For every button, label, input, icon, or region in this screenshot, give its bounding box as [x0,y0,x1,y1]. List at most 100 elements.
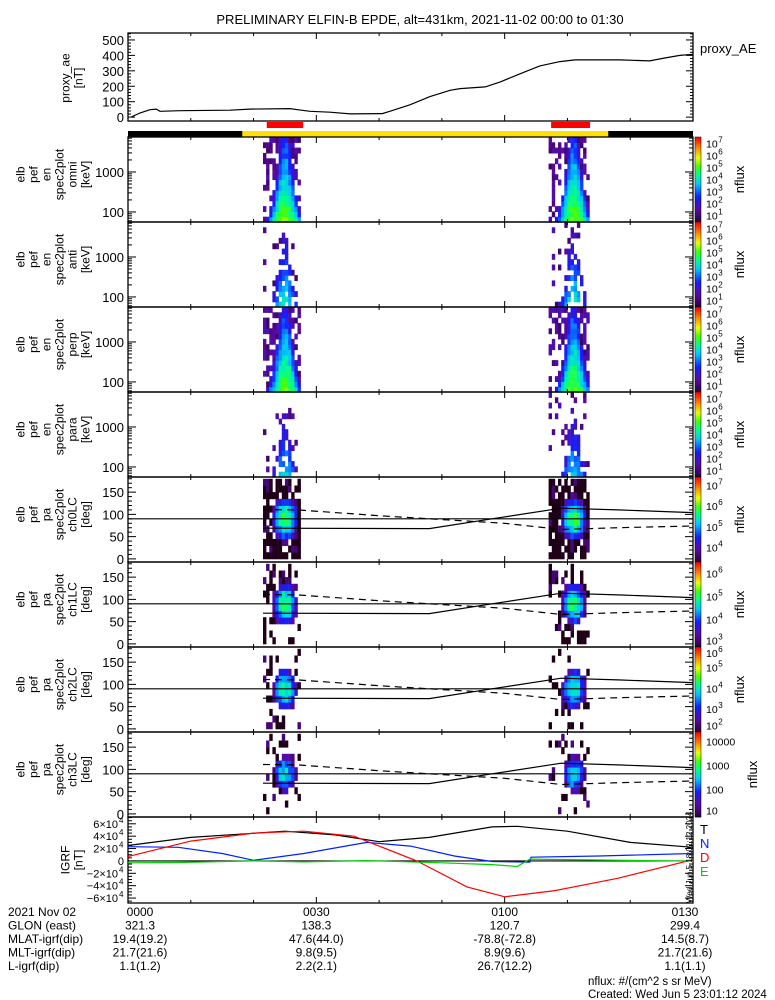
spectrogram-cell [294,439,298,446]
units-note: nflux: #/(cm^2 s sr MeV) [588,976,712,988]
spectrogram-cell [573,439,578,446]
pitch-angle-cell [567,682,571,690]
spectrogram-cell [266,179,270,186]
pa-panel-ch1LC-colorbar-cell [695,570,701,574]
pa-panel-ch3LC-colorbar-cell [695,734,701,737]
spectrogram-cell [275,280,279,287]
colorbar-tick-label: 10 [706,284,718,296]
pa-panel-ch0LC-colorbar-cell [695,477,701,480]
pa-panel-ch2LC-colorbar-cell [695,655,701,659]
pitch-angle-cell [269,695,273,703]
pitch-angle-cell [570,563,574,571]
spectrogram-cell [548,312,552,319]
spectrogram-cell [288,211,292,218]
energy-y-tick-label: 1000 [95,335,124,350]
energy-panel-omni-colorbar-cell [695,145,701,149]
pitch-angle-cell [284,478,289,486]
spectrogram-cell [281,461,286,467]
spectrogram-cell [570,333,574,340]
pa-panel-ch2LC-colorbar-cell [695,727,701,731]
spectrogram-cell [288,376,292,382]
pa-panel-ch3LC-colorbar-cell [695,744,701,748]
pitch-angle-cell [583,485,587,493]
spectrogram-cell [284,285,289,292]
spectrogram-cell [284,248,289,255]
spectrogram-cell [586,216,590,223]
pitch-angle-cell [561,747,565,755]
pa-panel-ch0LC-colorbar-cell [695,540,701,544]
pitch-angle-cell [567,505,571,513]
pitch-angle-cell [570,722,574,730]
pitch-angle-cell [554,532,559,540]
spectrogram-cell [278,338,283,345]
spectrogram-cell [573,349,578,356]
spectrogram-cell [281,152,286,159]
energy-panel-omni-colorbar-cell [695,168,701,172]
spectrogram-cell [278,152,283,159]
spectrogram-cell [288,466,292,473]
pitch-angle-cell [586,702,590,710]
spectrogram-cell [288,158,292,165]
spectrogram-cell [263,259,267,266]
pa-panel-ch1LC-colorbar-cell [695,568,701,571]
colorbar-tick-label: 10 [706,175,718,187]
spectrogram-cell [263,227,267,234]
pa-panel-ch2LC-colorbar-cell [695,691,701,695]
pitch-angle-cell [570,498,574,506]
pitch-angle-cell [570,610,574,618]
pitch-angle-cell [266,597,270,605]
spectrogram-cell [564,360,568,366]
energy-panel-anti-colorbar-cell [695,275,701,278]
spectrogram-cell [263,152,267,159]
spectrogram-cell [288,280,292,287]
spectrogram-cell [284,190,289,196]
pitch-angle-cell [564,570,568,578]
spectrogram-cell [278,317,283,324]
ephemeris-value: 0100 [491,905,518,919]
spectrogram-cell [576,386,581,393]
spectrogram-cell [554,301,559,308]
pitch-angle-cell [288,603,292,611]
pitch-angle-cell [291,637,295,645]
pitch-angle-cell [583,610,587,618]
pa-panel-ch0LC-colorbar-cell [695,553,701,557]
spectrogram-cell [580,354,584,361]
pitch-angle-cell [288,675,292,683]
pa-panel-ch0LC-colorbar-cell [695,536,701,540]
spectrogram-cell [275,147,279,154]
spectrogram-cell [567,322,571,329]
spectrogram-cell [570,450,574,457]
colorbar-tick-label: 10 [706,430,718,442]
pitch-angle-cell [275,722,279,730]
spectrogram-cell [278,376,283,382]
spectrogram-cell [564,307,568,313]
spectrogram-cell [564,152,568,159]
pa-panel-ch2LC-colorbar-cell [695,668,701,671]
pitch-angle-cell [570,688,574,696]
pa-panel-ch2LC-colorbar-cell [695,676,701,680]
energy-panel-anti-colorbar-cell [695,292,701,295]
energy-panel-perp-colorbar-cell [695,351,701,355]
spectrogram-cell [263,307,267,313]
energy-panel-omni-colorbar-cell [695,175,701,178]
pitch-angle-cell [567,498,571,506]
pitch-angle-cell [291,518,295,526]
spectrogram-cell [291,466,295,473]
spectrogram-cell [586,370,590,377]
pitch-angle-cell [281,617,286,625]
colorbar-label: nflux [732,505,747,533]
spectrogram-cell [284,211,289,218]
pitch-angle-cell [580,767,584,775]
pitch-angle-cell [297,478,301,486]
pitch-angle-cell [567,637,571,645]
pitch-angle-cell [291,675,295,683]
colorbar-tick-exponent: 5 [718,330,723,339]
ephemeris-row-label: MLT-igrf(dip) [8,946,75,960]
spectrogram-cell [573,461,578,467]
pitch-angle-cell [284,603,289,611]
colorbar-tick-exponent: 6 [718,233,723,242]
spectrogram-cell [278,259,283,266]
colorbar-label: nflux [732,675,747,703]
spectrogram-cell [297,137,301,143]
energy-panel-anti-colorbar-cell [695,302,701,306]
